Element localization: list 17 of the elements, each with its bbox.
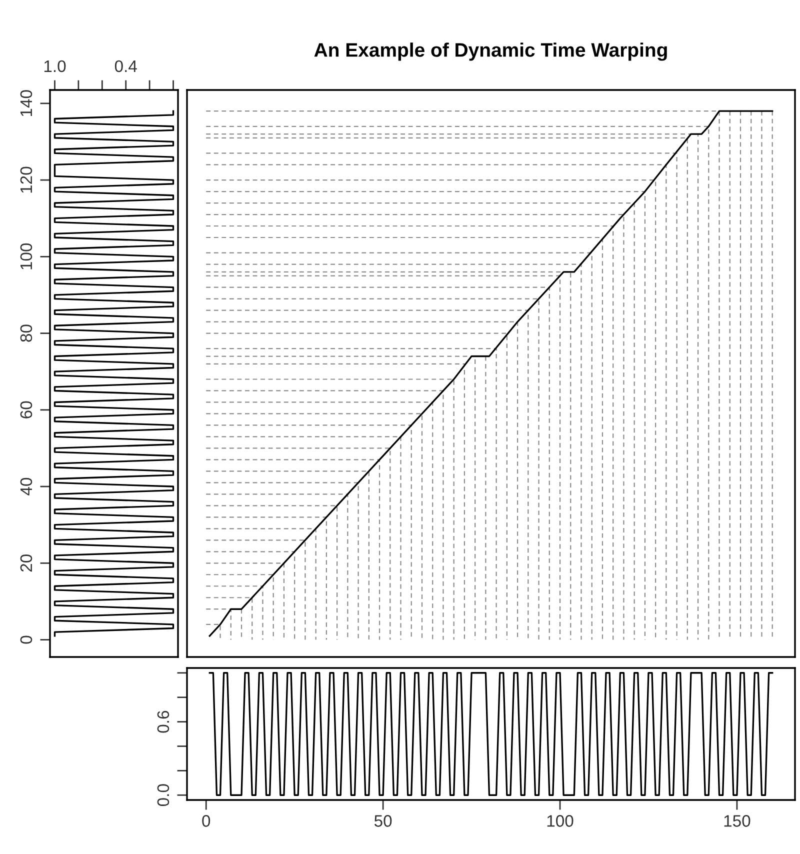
- x-tick-label: 150: [724, 815, 750, 827]
- x-tick-label: 1.0: [44, 60, 66, 72]
- y-tick-label: 0.6: [157, 710, 170, 733]
- x-tick-label: 100: [547, 815, 574, 827]
- y-tick-label: 0.0: [157, 784, 170, 806]
- y-tick-label: 60: [20, 401, 32, 418]
- y-tick-label: 40: [20, 478, 32, 496]
- y-tick-label: 100: [20, 243, 32, 270]
- x-tick-label: 0.4: [114, 60, 137, 72]
- y-tick-label: 80: [20, 324, 32, 342]
- x-tick-label: 50: [374, 815, 392, 827]
- y-tick-label: 0: [20, 636, 32, 644]
- y-tick-label: 140: [20, 90, 32, 116]
- y-tick-label: 20: [20, 554, 32, 572]
- chart-title: An Example of Dynamic Time Warping: [314, 42, 667, 61]
- y-tick-label: 120: [20, 166, 32, 193]
- x-tick-label: 0: [202, 815, 210, 827]
